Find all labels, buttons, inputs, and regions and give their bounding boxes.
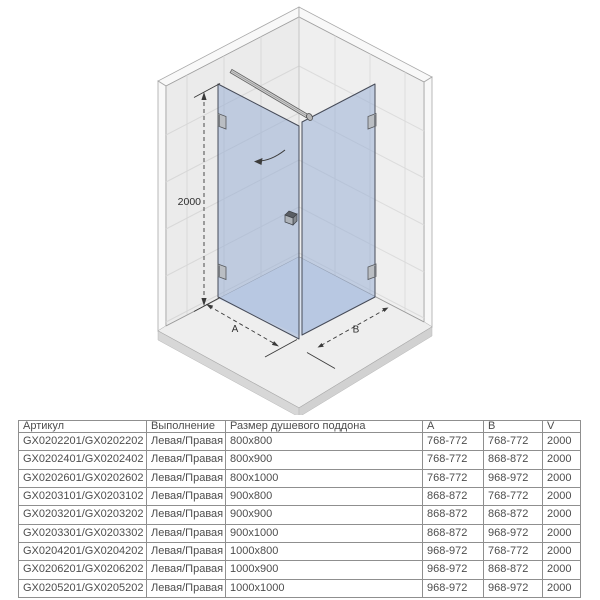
b-cell: 968-972 [483, 578, 543, 599]
v-cell: 2000 [542, 431, 581, 452]
size-cell: 1000x800 [225, 541, 423, 562]
a-cell: 968-972 [422, 578, 484, 599]
wall-bracket-left-top [217, 112, 227, 130]
door-swing-arrow [254, 149, 286, 165]
floor-slab-side-right [298, 326, 433, 415]
a-cell: 968-972 [422, 560, 484, 580]
col-header-article: Артикул [18, 420, 147, 433]
size-cell: 1000x900 [225, 560, 423, 580]
col-header-v: V [542, 420, 581, 433]
article-cell: GX0203301/GX0203302 [18, 523, 147, 543]
col-header-b: B [483, 420, 543, 433]
v-cell: 2000 [542, 486, 581, 507]
b-cell: 968-972 [483, 468, 543, 488]
execution-cell: Левая/Правая [146, 468, 226, 488]
b-cell: 868-872 [483, 560, 543, 580]
a-cell: 868-872 [422, 486, 484, 507]
size-cell: 900x900 [225, 505, 423, 525]
a-cell: 868-872 [422, 505, 484, 525]
article-cell: GX0203101/GX0203102 [18, 486, 147, 507]
door-knob [284, 210, 298, 226]
size-cell: 800x900 [225, 450, 423, 470]
table-row: GX0202201/GX0202202 Левая/Правая 800x800… [18, 431, 581, 452]
table-row: GX0203201/GX0203202 Левая/Правая 900x900… [18, 505, 581, 525]
b-cell: 868-872 [483, 505, 543, 525]
dim-b-label: B [353, 325, 360, 336]
height-label: 2000 [178, 196, 202, 208]
v-cell: 2000 [542, 505, 581, 525]
execution-cell: Левая/Правая [146, 523, 226, 543]
article-cell: GX0202601/GX0202602 [18, 468, 147, 488]
table-row: GX0205201/GX0205202 Левая/Правая 1000x10… [18, 578, 581, 599]
wall-right-side-edge [423, 76, 433, 328]
col-header-size: Размер душевого поддона [225, 420, 423, 433]
execution-cell: Левая/Правая [146, 541, 226, 562]
a-cell: 768-772 [422, 431, 484, 452]
table-row: GX0202601/GX0202602 Левая/Правая 800x100… [18, 468, 581, 488]
floor-slab-side-left [157, 330, 300, 415]
b-cell: 868-872 [483, 450, 543, 470]
support-bar [229, 68, 313, 121]
a-cell: 768-772 [422, 468, 484, 488]
wall-bracket-right-top [367, 112, 377, 130]
wall-bracket-left-bottom [217, 263, 227, 281]
b-cell: 768-772 [483, 486, 543, 507]
v-cell: 2000 [542, 560, 581, 580]
table-header-row: Артикул Выполнение Размер душевого поддо… [18, 420, 581, 433]
glass-panel-left-door [217, 83, 300, 340]
article-cell: GX0202201/GX0202202 [18, 431, 147, 452]
dimension-b: B [306, 307, 389, 369]
table-row: GX0203101/GX0203102 Левая/Правая 900x800… [18, 486, 581, 507]
b-cell: 768-772 [483, 541, 543, 562]
article-cell: GX0202401/GX0202402 [18, 450, 147, 470]
execution-cell: Левая/Правая [146, 505, 226, 525]
article-cell: GX0204201/GX0204202 [18, 541, 147, 562]
table-row: GX0203301/GX0203302 Левая/Правая 900x100… [18, 523, 581, 543]
wall-brackets [217, 112, 377, 281]
col-header-execution: Выполнение [146, 420, 226, 433]
execution-cell: Левая/Правая [146, 560, 226, 580]
support-bar-connector [306, 113, 313, 121]
shower-enclosure-diagram: 2000 A B [157, 6, 433, 415]
v-cell: 2000 [542, 541, 581, 562]
table-row: GX0206201/GX0206202 Левая/Правая 1000x90… [18, 560, 581, 580]
execution-cell: Левая/Правая [146, 578, 226, 599]
size-cell: 900x800 [225, 486, 423, 507]
v-cell: 2000 [542, 523, 581, 543]
spec-table: Артикул Выполнение Размер душевого поддо… [18, 420, 581, 599]
table-row: GX0202401/GX0202402 Левая/Правая 800x900… [18, 450, 581, 470]
article-cell: GX0203201/GX0203202 [18, 505, 147, 525]
dim-a-label: A [232, 324, 239, 335]
table-row: GX0204201/GX0204202 Левая/Правая 1000x80… [18, 541, 581, 562]
wall-edges [157, 6, 433, 332]
a-cell: 868-872 [422, 523, 484, 543]
a-cell: 968-972 [422, 541, 484, 562]
a-cell: 768-772 [422, 450, 484, 470]
dimension-a: A [206, 304, 298, 358]
execution-cell: Левая/Правая [146, 486, 226, 507]
v-cell: 2000 [542, 578, 581, 599]
size-cell: 1000x1000 [225, 578, 423, 599]
b-cell: 968-972 [483, 523, 543, 543]
size-cell: 800x1000 [225, 468, 423, 488]
b-cell: 768-772 [483, 431, 543, 452]
wall-left-side-edge [157, 80, 167, 332]
size-cell: 800x800 [225, 431, 423, 452]
size-cell: 900x1000 [225, 523, 423, 543]
v-cell: 2000 [542, 450, 581, 470]
v-cell: 2000 [542, 468, 581, 488]
glass-panel-right [301, 83, 376, 336]
article-cell: GX0206201/GX0206202 [18, 560, 147, 580]
wall-bracket-right-bottom [367, 263, 377, 281]
execution-cell: Левая/Правая [146, 431, 226, 452]
article-cell: GX0205201/GX0205202 [18, 578, 147, 599]
execution-cell: Левая/Правая [146, 450, 226, 470]
col-header-a: A [422, 420, 484, 433]
